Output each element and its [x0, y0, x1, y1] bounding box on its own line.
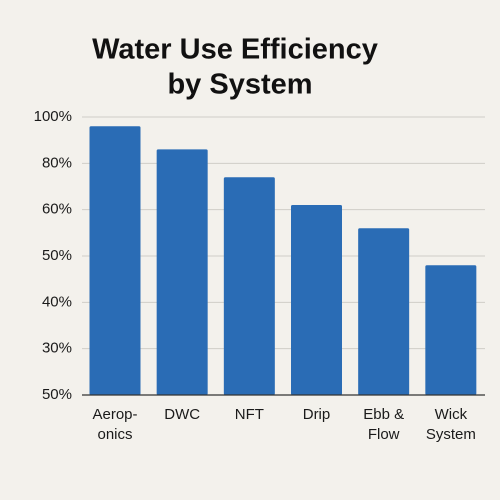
bar	[358, 228, 410, 395]
bar	[156, 149, 208, 395]
y-tick-label: 80%	[42, 154, 72, 171]
bar	[291, 205, 342, 395]
y-tick-label: 50%	[42, 247, 72, 264]
bar	[89, 126, 141, 396]
chart-title: by System	[167, 69, 312, 101]
x-tick-label: Ebb &	[363, 406, 404, 423]
x-tick-label: Flow	[368, 426, 400, 443]
chart-title: Water Use Efficiency	[92, 34, 378, 66]
x-tick-label: NFT	[235, 406, 264, 423]
y-tick-label: 60%	[42, 201, 72, 218]
y-tick-label: 100%	[34, 108, 72, 125]
x-tick-label: Drip	[303, 406, 331, 423]
x-tick-label: Wick	[435, 406, 468, 423]
x-tick-label: Aerop-	[92, 406, 137, 423]
y-tick-label: 40%	[42, 293, 72, 310]
x-tick-label: onics	[97, 426, 132, 443]
bar	[223, 177, 275, 395]
y-tick-label: 30%	[42, 340, 72, 357]
y-tick-label: 50%	[42, 386, 72, 403]
bar	[425, 265, 477, 395]
x-tick-label: System	[426, 426, 476, 443]
x-tick-label: DWC	[164, 406, 200, 423]
